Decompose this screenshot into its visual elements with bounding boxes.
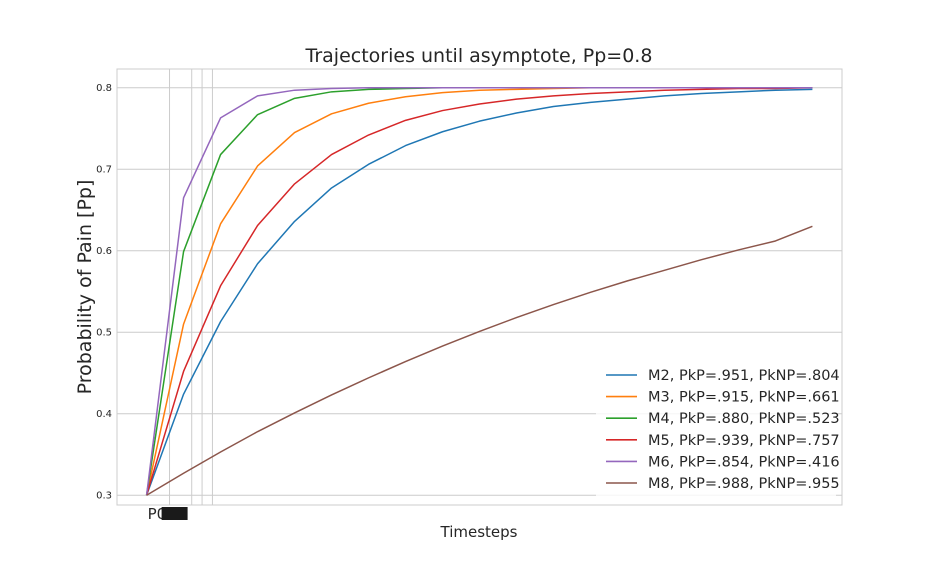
y-tick-label: 0.7 [96,165,112,176]
legend-entry: M2, PkP=.951, PkNP=.804 [648,368,840,384]
series-line-1 [145,88,813,496]
series-line-4 [145,86,813,496]
y-tick-label: 0.8 [96,83,112,94]
x-axis-label: Timesteps [440,523,518,541]
legend-entry: M4, PkP=.880, PkNP=.523 [648,411,840,427]
y-axis-label: Probability of Pain [Pp] [74,180,96,395]
chart-title: Trajectories until asymptote, Pp=0.8 [305,45,653,67]
legend-entry: M5, PkP=.939, PkNP=.757 [648,433,840,449]
series-line-6 [146,225,813,496]
x-ticks: P0 [148,505,188,523]
legend: M2, PkP=.951, PkNP=.804 M3, PkP=.915, PkN… [596,360,840,498]
x-tick-label: P0 [148,505,167,523]
y-tick-label: 0.5 [96,328,112,339]
series-line-5 [145,86,813,496]
y-ticks: 0.3 0.4 0.5 0.6 0.7 0.8 [96,83,112,501]
series-lines [145,86,813,496]
legend-entry: M8, PkP=.988, PkNP=.955 [648,476,840,492]
legend-entry: M3, PkP=.915, PkNP=.661 [648,390,840,406]
legend-box [596,360,836,498]
legend-entry: M6, PkP=.854, PkNP=.416 [648,454,840,470]
y-tick-label: 0.3 [96,491,112,502]
y-tick-label: 0.6 [96,246,112,257]
y-tick-label: 0.4 [96,409,112,420]
x-tick-labels-overlap [161,507,188,520]
